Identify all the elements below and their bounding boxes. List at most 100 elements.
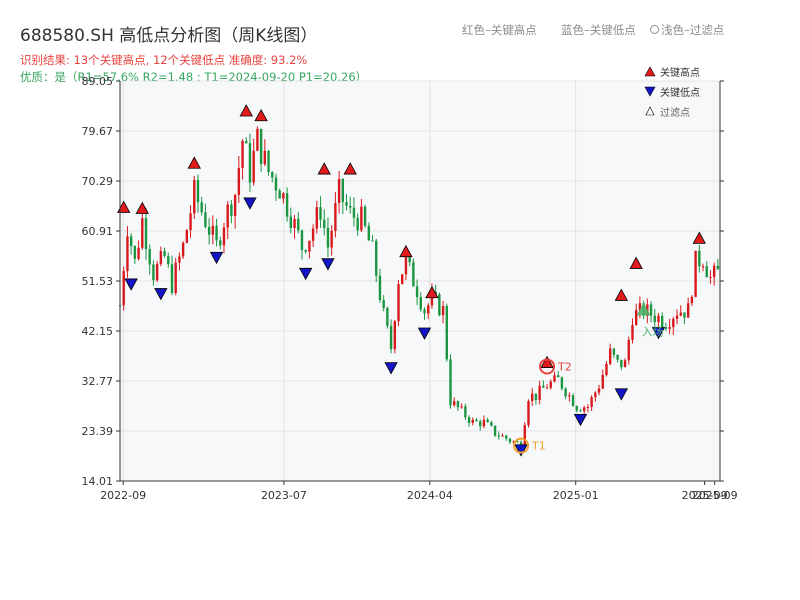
candle-down — [367, 225, 371, 241]
candle-down — [415, 286, 419, 298]
candle-down — [664, 327, 668, 329]
y-tick-label: 32.77 — [82, 375, 114, 388]
candle-down — [386, 307, 389, 326]
candle-down — [371, 240, 374, 242]
candle-down — [389, 325, 393, 350]
candle-down — [129, 236, 133, 247]
candle-up — [608, 348, 612, 364]
candle-down — [649, 304, 653, 316]
candle-up — [237, 167, 241, 195]
candle-up — [330, 230, 333, 248]
candle-up — [690, 296, 694, 304]
key-low-marker — [321, 258, 335, 271]
candle-down — [378, 275, 382, 301]
candle-up — [582, 407, 586, 412]
candle-down — [363, 206, 367, 226]
key-low-marker — [514, 444, 528, 457]
key-low-marker — [154, 288, 168, 301]
candle-up — [694, 250, 697, 297]
candle-down — [620, 359, 623, 368]
legend-filtered-icon — [645, 106, 655, 116]
candle-down — [419, 297, 422, 310]
x-tick-label: 2024-04 — [407, 489, 453, 502]
candle-up — [430, 291, 434, 306]
candle-up — [222, 227, 226, 246]
candle-up — [122, 271, 125, 306]
candle-down — [356, 217, 359, 231]
key-low-marker — [614, 388, 629, 401]
candle-up — [631, 325, 634, 340]
key-high-marker — [425, 285, 439, 299]
key-low-marker — [573, 413, 588, 427]
candle-up — [397, 284, 400, 322]
key-low-marker — [299, 267, 313, 281]
candle-down — [508, 438, 512, 442]
x-tick-label: 2025-01 — [553, 489, 599, 502]
key-high-marker — [692, 231, 706, 244]
candle-up — [226, 204, 229, 228]
candle-down — [230, 204, 233, 217]
candle-up — [512, 441, 515, 443]
candle-down — [341, 178, 345, 203]
candle-up — [181, 242, 185, 257]
candle-down — [219, 240, 222, 246]
candle-down — [323, 219, 326, 228]
candle-up — [263, 150, 267, 165]
candle-down — [464, 406, 467, 418]
candle-down — [516, 441, 519, 443]
x-tick-label: 2022-09 — [100, 489, 146, 502]
t1-label: T1 — [531, 440, 546, 453]
key-high-marker — [399, 244, 413, 258]
key-high-marker — [117, 200, 131, 213]
x-tick-label: 2023-07 — [261, 489, 307, 502]
x-tick-label: 2025-09 — [692, 489, 738, 502]
key-high-marker — [614, 288, 629, 301]
legend-low-label: 关键低点 — [660, 86, 700, 99]
candle-up — [549, 381, 552, 388]
key-low-marker — [243, 197, 257, 210]
candle-down — [352, 207, 356, 218]
legend-low-icon — [644, 86, 656, 97]
candle-up — [527, 401, 530, 426]
candle-down — [319, 207, 322, 220]
candle-down — [497, 435, 500, 437]
entry-label: 入场 — [642, 325, 664, 339]
key-high-marker — [135, 201, 149, 214]
key-high-marker — [629, 256, 643, 269]
candle-up — [501, 435, 504, 437]
candle-down — [438, 294, 441, 316]
candle-down — [579, 410, 582, 412]
candle-down — [716, 265, 720, 270]
candle-down — [475, 419, 478, 422]
candle-down — [278, 190, 281, 199]
candle-up — [545, 387, 549, 389]
key-low-marker — [417, 327, 432, 340]
candle-down — [479, 421, 482, 427]
y-tick-label: 79.67 — [82, 125, 114, 138]
recognition-result: 识别结果: 13个关键高点, 12个关键低点 准确度: 93.2% — [20, 53, 308, 67]
candle-up — [712, 265, 716, 278]
light-circle-icon — [650, 25, 659, 34]
y-tick-label: 70.29 — [82, 175, 114, 188]
candle-up — [701, 266, 705, 268]
y-tick-label: 51.53 — [82, 275, 114, 288]
candle-up — [141, 218, 144, 248]
candle-down — [612, 348, 616, 355]
candle-up — [590, 397, 593, 407]
y-tick-label: 60.91 — [82, 225, 114, 238]
candle-up — [679, 312, 682, 316]
legend-filtered-label: 过滤点 — [660, 106, 690, 119]
candle-up — [241, 140, 244, 168]
candle-down — [345, 202, 348, 206]
legend-blue-text: 蓝色–关键低点 — [561, 23, 636, 37]
candle-up — [315, 207, 319, 229]
page-title: 688580.SH 高低点分析图（周K线图） — [20, 26, 318, 46]
candle-up — [538, 385, 541, 401]
candle-down — [660, 315, 664, 328]
y-tick-label: 89.05 — [82, 75, 114, 88]
candle-up — [586, 406, 590, 408]
candle-up — [159, 251, 163, 264]
candle-down — [412, 262, 415, 287]
candle-up — [337, 178, 341, 204]
